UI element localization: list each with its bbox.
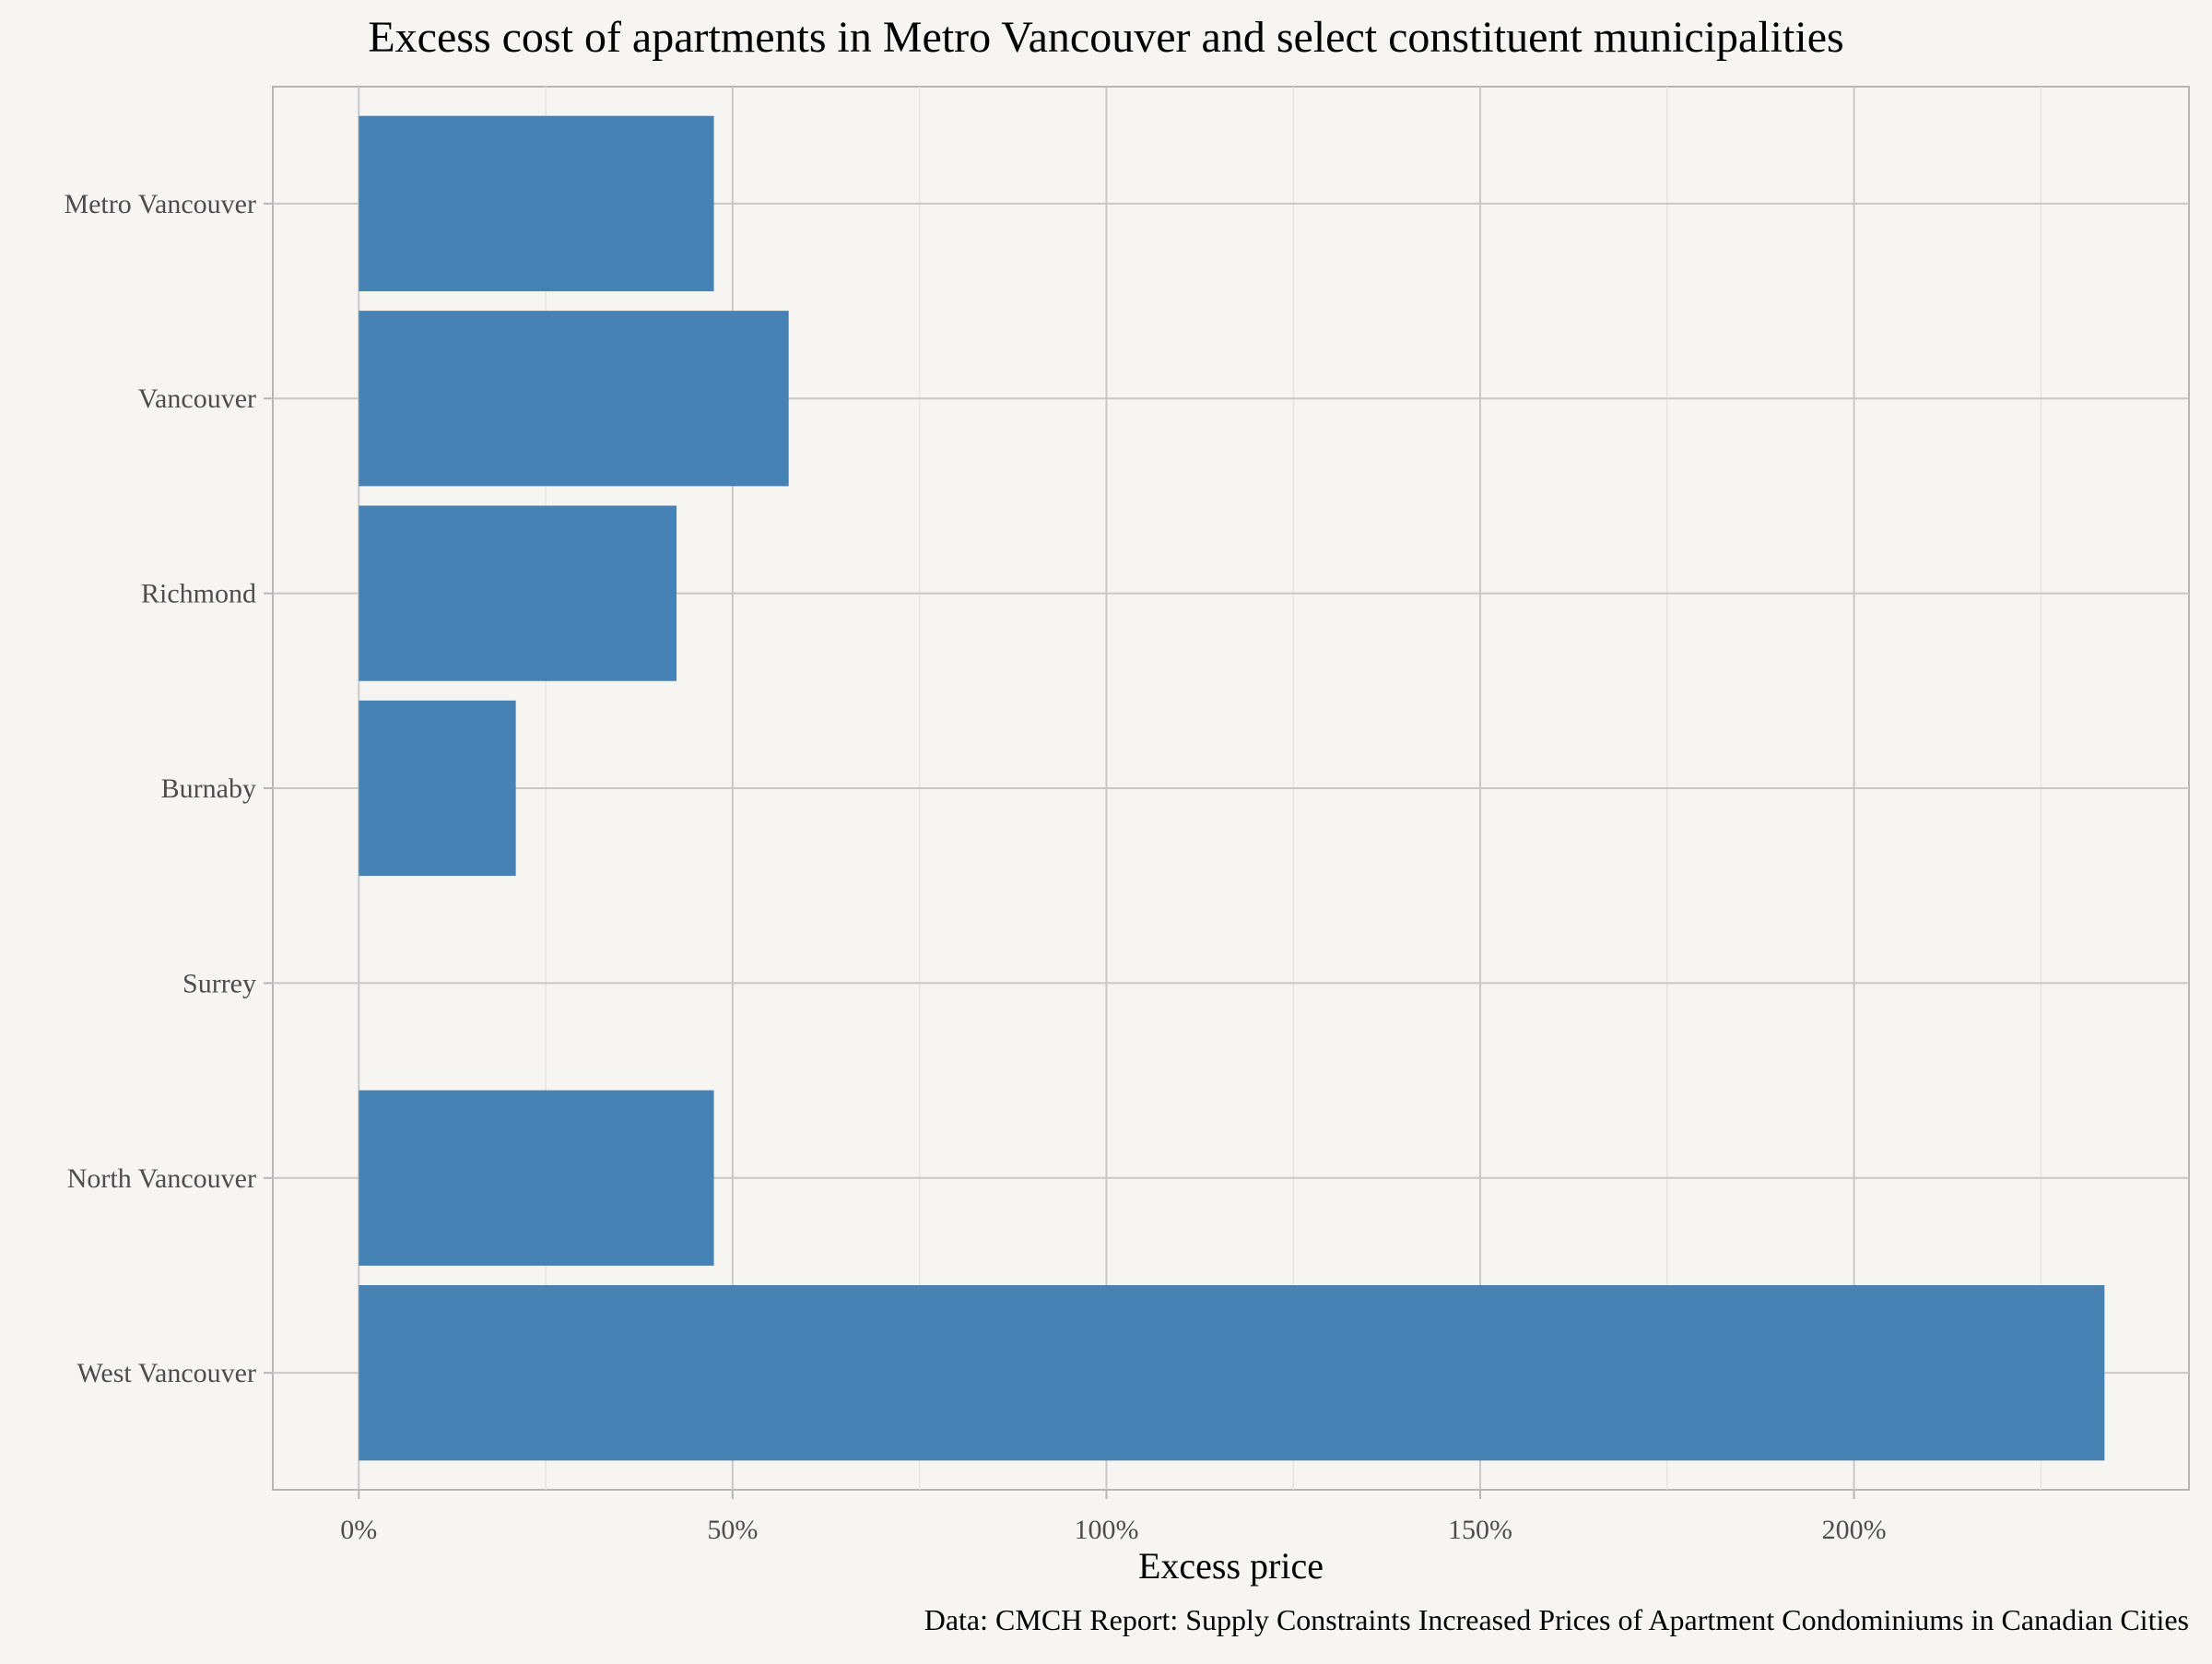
chart-caption: Data: CMCH Report: Supply Constraints In…: [924, 1603, 2189, 1636]
y-tick-label-vancouver: Vancouver: [138, 384, 256, 414]
x-tick-label: 200%: [1822, 1515, 1887, 1545]
y-tick-label-surrey: Surrey: [182, 968, 256, 998]
chart-title: Excess cost of apartments in Metro Vanco…: [368, 13, 1843, 62]
y-tick-label-richmond: Richmond: [141, 579, 256, 609]
x-axis-title: Excess price: [1138, 1545, 1324, 1587]
y-tick-label-west-vancouver: West Vancouver: [77, 1358, 256, 1388]
bar-richmond: [359, 505, 677, 681]
x-tick-label: 150%: [1448, 1515, 1512, 1545]
bar-vancouver: [359, 311, 789, 487]
bar-west-vancouver: [359, 1285, 2105, 1461]
bar-north-vancouver: [359, 1090, 714, 1266]
plot-panel: Metro Vancouver Vancouver Richmond Burnaby S…: [64, 86, 2190, 1545]
x-tick-label: 50%: [707, 1515, 758, 1545]
bar-metro-vancouver: [359, 115, 714, 291]
bar-burnaby: [359, 700, 516, 877]
y-tick-label-burnaby: Burnaby: [161, 773, 256, 804]
x-tick-label: 0%: [340, 1515, 377, 1545]
y-tick-label-metro-vancouver: Metro Vancouver: [64, 189, 256, 219]
y-tick-label-north-vancouver: North Vancouver: [67, 1163, 256, 1194]
x-tick-label: 100%: [1074, 1515, 1138, 1545]
